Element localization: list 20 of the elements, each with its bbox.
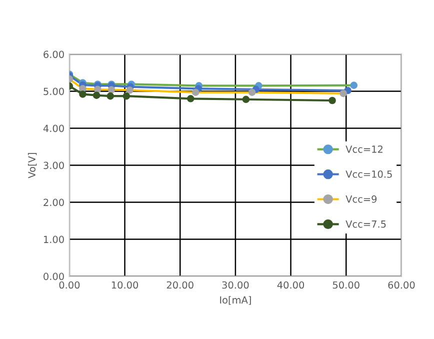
x-tick-label: 40.00: [277, 281, 304, 289]
y-tick-label: 6.00: [44, 50, 64, 58]
x-tick-label: 0.00: [59, 281, 80, 289]
x-tick-label: 30.00: [222, 281, 249, 289]
x-axis-title: Io[mA]: [220, 296, 251, 305]
y-tick-label: 5.00: [44, 88, 64, 96]
y-tick-label: 3.00: [44, 162, 64, 170]
y-tick-label: 2.00: [44, 198, 64, 206]
legend-label: Vcc=9: [346, 195, 377, 203]
x-tick-label: 60.00: [388, 281, 415, 289]
y-tick-label: 1.00: [44, 236, 64, 244]
x-tick-label: 20.00: [166, 281, 194, 289]
x-tick-label: 10.00: [112, 281, 138, 289]
y-tick-label: 4.00: [43, 124, 64, 132]
legend-label: Vcc=7.5: [346, 220, 386, 228]
legend-label: Vcc=10.5: [346, 170, 392, 178]
x-tick-label: 50.00: [332, 281, 360, 289]
legend-label: Vcc=12: [346, 145, 382, 153]
y-tick-label: 0.00: [44, 272, 64, 280]
y-axis-title: Vo[V]: [28, 153, 37, 178]
